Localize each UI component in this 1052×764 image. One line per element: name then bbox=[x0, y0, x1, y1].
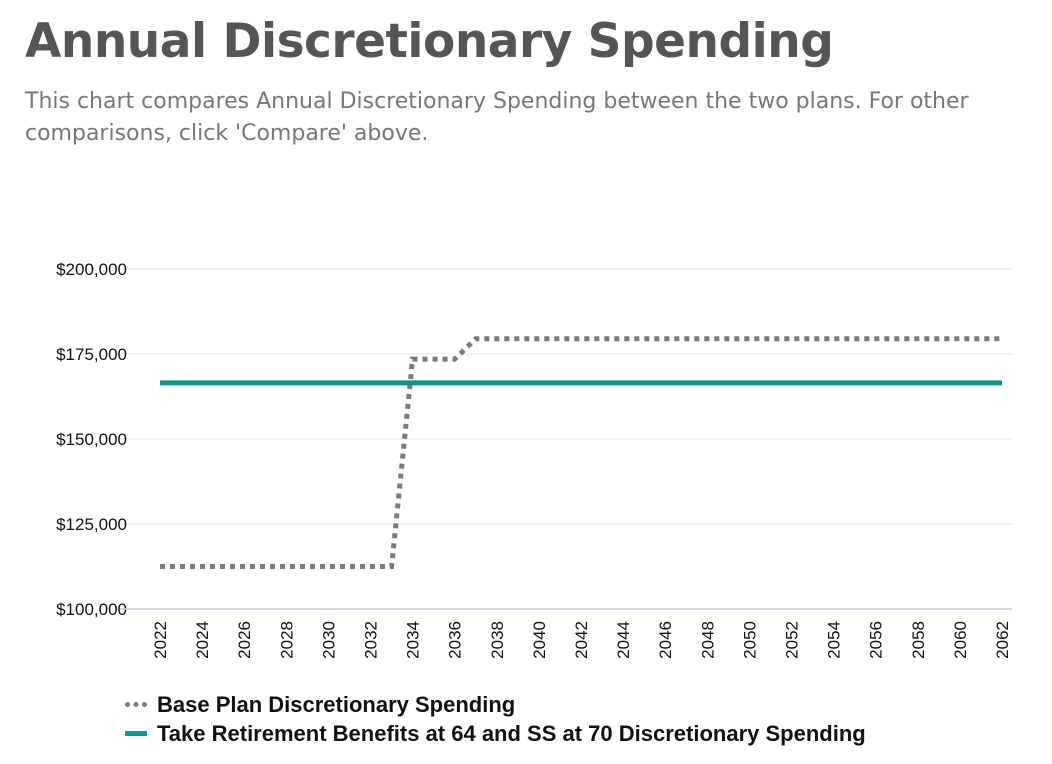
x-tick-label: 2050 bbox=[740, 621, 759, 659]
x-tick-label: 2052 bbox=[783, 621, 802, 659]
x-tick-label: 2058 bbox=[909, 621, 928, 659]
x-tick-label: 2022 bbox=[151, 621, 170, 659]
legend-item-alternate-plan[interactable]: Take Retirement Benefits at 64 and SS at… bbox=[125, 719, 866, 748]
page-title: Annual Discretionary Spending bbox=[25, 14, 834, 69]
y-tick-label: $175,000 bbox=[56, 345, 127, 364]
x-tick-label: 2056 bbox=[867, 621, 886, 659]
x-tick-label: 2038 bbox=[488, 621, 507, 659]
x-tick-label: 2034 bbox=[404, 621, 423, 659]
x-tick-label: 2046 bbox=[656, 621, 675, 659]
x-tick-label: 2030 bbox=[319, 621, 338, 659]
dotted-line-swatch-icon bbox=[125, 702, 147, 707]
solid-line-swatch-icon bbox=[125, 731, 147, 736]
legend-label-base-plan: Base Plan Discretionary Spending bbox=[157, 691, 516, 717]
x-tick-label: 2028 bbox=[277, 621, 296, 659]
chart-legend: Base Plan Discretionary Spending Take Re… bbox=[125, 690, 866, 748]
legend-label-alternate-plan: Take Retirement Benefits at 64 and SS at… bbox=[157, 720, 866, 746]
x-tick-label: 2062 bbox=[993, 621, 1012, 659]
y-tick-label: $150,000 bbox=[56, 430, 127, 449]
x-tick-label: 2044 bbox=[614, 621, 633, 659]
y-tick-label: $200,000 bbox=[56, 260, 127, 279]
base-plan-series-line bbox=[160, 336, 1002, 569]
x-tick-label: 2024 bbox=[193, 621, 212, 659]
x-tick-label: 2032 bbox=[362, 621, 381, 659]
x-tick-label: 2060 bbox=[951, 621, 970, 659]
legend-item-base-plan[interactable]: Base Plan Discretionary Spending bbox=[125, 690, 866, 719]
x-tick-label: 2026 bbox=[235, 621, 254, 659]
x-tick-label: 2036 bbox=[446, 621, 465, 659]
x-tick-label: 2054 bbox=[825, 621, 844, 659]
x-tick-label: 2042 bbox=[572, 621, 591, 659]
y-tick-label: $125,000 bbox=[56, 515, 127, 534]
y-tick-label: $100,000 bbox=[56, 600, 127, 619]
x-tick-label: 2040 bbox=[530, 621, 549, 659]
page-subtitle: This chart compares Annual Discretionary… bbox=[25, 89, 969, 146]
x-tick-label: 2048 bbox=[698, 621, 717, 659]
